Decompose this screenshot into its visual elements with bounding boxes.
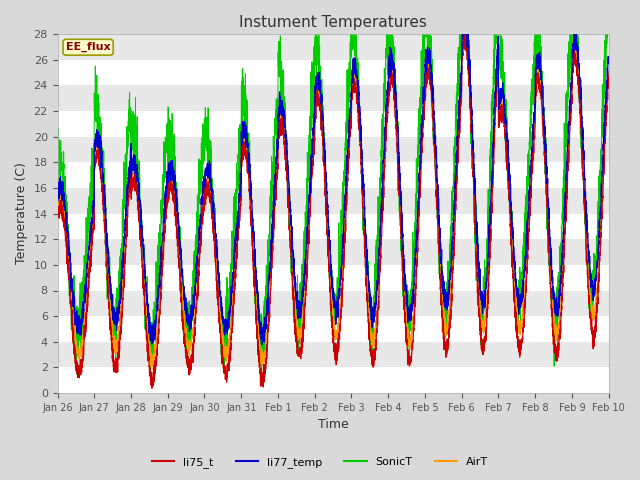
Y-axis label: Temperature (C): Temperature (C) bbox=[15, 163, 28, 264]
Bar bbox=[58, 111, 609, 137]
Text: EE_flux: EE_flux bbox=[66, 42, 111, 52]
Bar bbox=[58, 368, 609, 393]
Bar bbox=[58, 60, 609, 85]
Legend: li75_t, li77_temp, SonicT, AirT: li75_t, li77_temp, SonicT, AirT bbox=[148, 452, 492, 472]
Title: Instument Temperatures: Instument Temperatures bbox=[239, 15, 427, 30]
Bar bbox=[58, 162, 609, 188]
Bar bbox=[58, 265, 609, 290]
Bar bbox=[58, 316, 609, 342]
Bar bbox=[58, 214, 609, 239]
X-axis label: Time: Time bbox=[317, 419, 348, 432]
